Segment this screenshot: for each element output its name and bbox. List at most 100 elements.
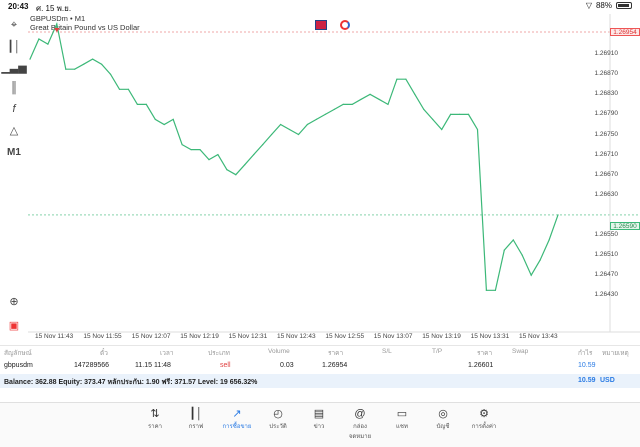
- price-point: [360, 98, 362, 100]
- bar-type-icon[interactable]: ▁▃▅: [1, 61, 27, 74]
- price-point: [280, 123, 282, 126]
- row-current-price: 1.26601: [468, 362, 494, 369]
- price-axis-label: 1.26830: [594, 90, 619, 98]
- zoom-icon[interactable]: ⊕: [9, 295, 19, 308]
- trade-icon: ↗: [232, 408, 242, 420]
- price-point: [423, 108, 425, 110]
- table-row[interactable]: gbpusdm 147289566 11.15 11:48 sell 0.03 …: [0, 359, 640, 373]
- price-point: [503, 249, 505, 251]
- price-point: [56, 23, 58, 25]
- nav-label: บัญชี: [436, 424, 450, 430]
- total-profit: 10.59: [578, 377, 596, 384]
- battery-percent: 88%: [595, 1, 612, 10]
- price-point: [172, 118, 174, 120]
- chart-icon: ┃│: [189, 408, 203, 420]
- trade-panel-icon[interactable]: ▣: [8, 319, 20, 332]
- nav-label: การตั้งค่า: [471, 424, 497, 430]
- price-point: [441, 128, 443, 131]
- status-date: ศ. 15 พ.ย.: [36, 4, 72, 13]
- history-icon: ◴: [273, 408, 283, 420]
- row-time: 11.15 11:48: [135, 362, 171, 369]
- indicators-icon[interactable]: ║: [10, 82, 18, 94]
- price-axis-label: 1.26470: [594, 271, 619, 279]
- price-point: [405, 78, 407, 80]
- price-point: [226, 169, 228, 171]
- price-point: [208, 159, 210, 161]
- price-point: [432, 118, 434, 120]
- objects-icon[interactable]: △: [9, 124, 19, 137]
- row-ticket: 147289566: [74, 362, 110, 369]
- nav-chat[interactable]: ▭ แชท: [384, 407, 420, 431]
- price-point: [539, 259, 541, 261]
- row-symbol: gbpusdm: [4, 362, 33, 369]
- chart-header: GBPUSDm • M1 Great Britain Pound vs US D…: [30, 14, 140, 32]
- price-point: [512, 239, 514, 241]
- price-axis-label: 1.26750: [594, 130, 619, 138]
- price-point: [459, 113, 461, 115]
- timeframe-button[interactable]: M1: [7, 146, 21, 158]
- nav-chart[interactable]: ┃│ กราฟ: [178, 407, 214, 431]
- col-type: ประเภท: [208, 350, 230, 357]
- nav-account[interactable]: ◎ บัญชี: [425, 407, 461, 431]
- price-axis-label: 1.26870: [594, 70, 619, 78]
- price-point: [190, 149, 192, 151]
- price-axis-label: 1.26910: [594, 50, 619, 58]
- nav-settings[interactable]: ⚙ การตั้งค่า: [466, 407, 502, 431]
- flag-icon[interactable]: [315, 20, 327, 30]
- balance-text: Balance: 362.88 Equity: 373.47 หลักประกั…: [4, 379, 258, 386]
- bid-price-tag: 1.26590: [610, 222, 640, 230]
- account-icon: ◎: [438, 408, 448, 420]
- row-profit: 10.59: [578, 362, 596, 369]
- nav-label: การซื้อขาย: [222, 424, 252, 430]
- price-point: [530, 274, 532, 276]
- nav-label: กล่องจดหมาย: [348, 424, 372, 440]
- price-point: [494, 289, 496, 291]
- price-point: [101, 63, 103, 65]
- price-axis-label: 1.26550: [594, 231, 619, 238]
- nav-label: ราคา: [148, 424, 162, 430]
- sell-entry-marker: [53, 28, 60, 32]
- col-ticket: ตั๋ว: [100, 350, 108, 357]
- price-point: [47, 43, 49, 45]
- col-volume: Volume: [268, 348, 290, 355]
- status-time: 20:43: [8, 2, 29, 11]
- price-point: [65, 68, 67, 70]
- function-icon[interactable]: f: [12, 103, 16, 115]
- quotes-icon: ⇅: [150, 408, 160, 420]
- price-point: [306, 123, 308, 126]
- one-click-trading-icon[interactable]: [340, 20, 350, 30]
- price-point: [74, 68, 76, 70]
- nav-news[interactable]: ▤ ข่าว: [301, 407, 337, 431]
- price-point: [557, 214, 559, 216]
- nav-mailbox[interactable]: @ กล่องจดหมาย: [342, 407, 378, 441]
- col-tp: T/P: [432, 348, 443, 355]
- mailbox-icon: @: [354, 408, 366, 420]
- row-price: 1.26954: [322, 362, 348, 369]
- status-right: ▽ 88%: [586, 1, 632, 10]
- price-axis-label: 1.26790: [594, 110, 619, 118]
- price-chart[interactable]: [28, 14, 640, 344]
- time-axis-label: 15 Nov 13:31: [470, 333, 510, 340]
- nav-history[interactable]: ◴ ประวัติ: [260, 407, 296, 431]
- time-axis-label: 15 Nov 13:07: [373, 333, 413, 340]
- time-axis-label: 15 Nov 11:43: [35, 333, 74, 340]
- crosshair-icon[interactable]: ⌖: [10, 18, 18, 31]
- chart-symbol: GBPUSDm • M1: [30, 14, 86, 23]
- row-volume: 0.03: [280, 362, 294, 369]
- battery-icon: [616, 2, 632, 9]
- nav-quotes[interactable]: ⇅ ราคา: [137, 407, 173, 431]
- time-axis-label: 15 Nov 13:19: [422, 333, 461, 340]
- left-toolbar: ⌖ ┃│ ▁▃▅ ║ f △ M1 ⊕ ▣: [0, 14, 28, 344]
- price-point: [333, 108, 335, 110]
- price-point: [548, 239, 550, 241]
- time-axis-label: 15 Nov 12:43: [277, 333, 316, 340]
- time-axis-label: 15 Nov 11:55: [83, 333, 122, 340]
- price-point: [369, 93, 371, 95]
- price-point: [127, 88, 129, 90]
- price-point: [396, 78, 398, 80]
- candle-type-icon[interactable]: ┃│: [7, 40, 21, 53]
- price-point: [324, 113, 326, 115]
- price-point: [351, 103, 353, 105]
- time-axis-label: 15 Nov 12:55: [325, 333, 365, 340]
- nav-trade[interactable]: ↗ การซื้อขาย: [219, 407, 255, 431]
